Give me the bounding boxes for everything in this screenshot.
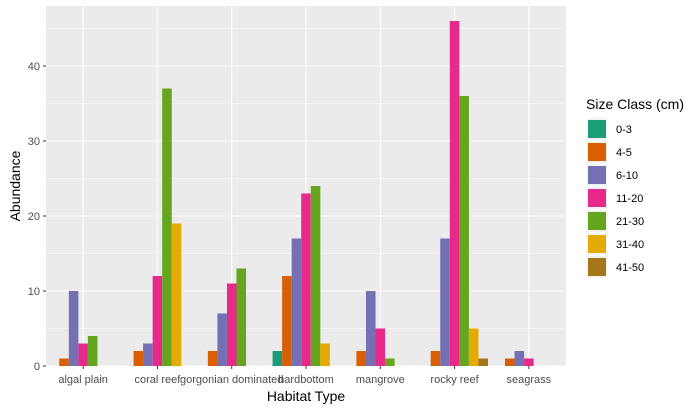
legend-label: 21-30 — [616, 216, 644, 228]
legend-swatch — [588, 235, 606, 253]
bar — [152, 276, 163, 366]
legend-label: 11-20 — [616, 193, 643, 205]
legend-swatch — [588, 258, 606, 276]
y-tick-label: 20 — [28, 211, 40, 223]
bar — [524, 358, 534, 366]
legend-swatch — [588, 120, 606, 138]
x-tick-label: algal plain — [58, 374, 108, 386]
y-axis: 0 10 20 30 40 — [28, 61, 46, 373]
legend-label: 31-40 — [616, 239, 644, 251]
bar — [310, 186, 321, 366]
legend-swatch — [588, 166, 606, 184]
bar — [449, 21, 460, 366]
bar — [291, 238, 302, 366]
legend-label: 0-3 — [616, 124, 632, 136]
bar — [375, 328, 386, 366]
x-axis-title: Habitat Type — [267, 388, 346, 404]
bar — [207, 351, 218, 366]
x-tick-label: mangrove — [356, 374, 405, 386]
y-tick-label: 10 — [28, 286, 40, 298]
bar — [162, 88, 172, 366]
y-tick-label: 40 — [28, 61, 40, 73]
bar — [514, 351, 525, 366]
bar — [226, 283, 237, 366]
legend-label: 6-10 — [616, 170, 638, 182]
legend-swatch — [588, 212, 606, 230]
bar — [468, 328, 479, 366]
bar — [504, 358, 515, 366]
legend-label: 4-5 — [616, 147, 632, 159]
bar — [143, 343, 153, 366]
x-tick-label: rocky reef — [430, 374, 479, 386]
bar — [320, 343, 330, 366]
bar — [356, 351, 366, 366]
bar — [217, 313, 227, 366]
bar — [87, 336, 98, 366]
bar — [68, 291, 79, 366]
legend-label: 41-50 — [616, 262, 644, 274]
y-axis-title: Abundance — [7, 150, 23, 221]
bar — [459, 96, 469, 366]
x-tick-label: seagrass — [507, 374, 552, 386]
bar — [272, 351, 283, 366]
x-tick-label: hardbottom — [278, 374, 334, 386]
bar — [171, 223, 182, 366]
bar — [133, 351, 144, 366]
bar — [365, 291, 376, 366]
bars — [59, 21, 534, 366]
gridlines — [46, 6, 566, 367]
bar — [430, 351, 441, 366]
legend: Size Class (cm) 0-3 4-5 6-10 11-20 21-30 31-4… — [586, 96, 684, 278]
bar — [236, 268, 247, 366]
x-tick-label: gorgonian dominated — [180, 374, 283, 386]
legend-swatch — [588, 143, 606, 161]
bar — [440, 238, 450, 366]
y-tick-label: 30 — [28, 136, 40, 148]
legend-swatch — [588, 189, 606, 207]
bar — [59, 358, 69, 366]
x-axis: algal plain coral reef gorgonian dominated… — [58, 366, 552, 386]
legend-title: Size Class (cm) — [586, 96, 684, 112]
bar — [78, 343, 88, 366]
bar — [301, 193, 311, 366]
bar — [478, 358, 488, 366]
y-tick-label: 0 — [34, 361, 40, 373]
bar — [385, 358, 395, 366]
bar — [282, 276, 292, 366]
x-tick-label: coral reef — [134, 374, 181, 386]
